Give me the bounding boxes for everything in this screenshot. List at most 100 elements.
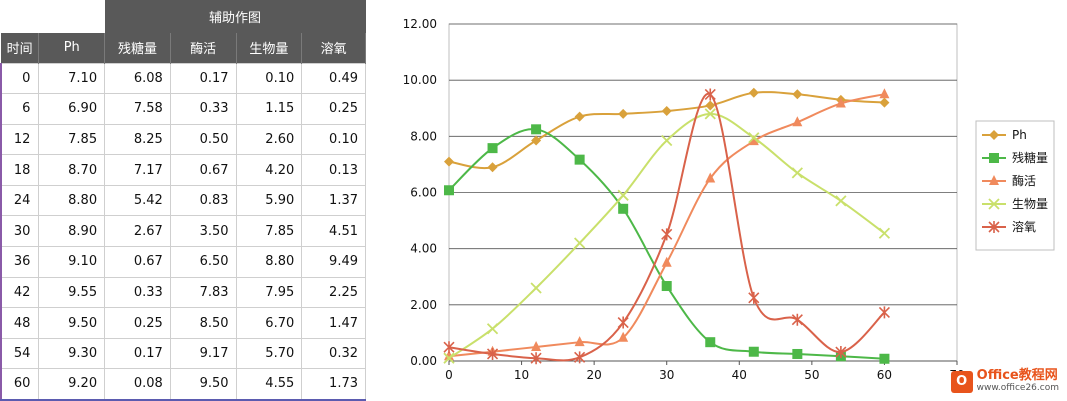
table-cell: 0.67: [104, 246, 171, 278]
data-point: [574, 154, 585, 165]
data-point: [704, 108, 716, 120]
table-row: 60 9.20 0.08 9.50 4.55 1.73: [0, 368, 366, 401]
table-cell: 42: [0, 276, 40, 309]
table-cell: 30: [0, 215, 40, 248]
x-tick-label: 10: [514, 368, 529, 382]
x-tick-label: 60: [877, 368, 892, 382]
data-point: [486, 347, 499, 360]
data-point: [705, 100, 716, 111]
series-line: [448, 128, 885, 360]
data-point: [748, 87, 759, 98]
table-row: 42 9.55 0.33 7.83 7.95 2.25: [0, 276, 366, 309]
table-cell: 0.08: [104, 368, 171, 401]
data-point: [661, 134, 673, 147]
table-row: 48 9.50 0.25 8.50 6.70 1.47: [0, 307, 366, 339]
data-point: [835, 97, 846, 108]
column-header: 残糖量: [104, 33, 171, 63]
table-cell: 7.85: [235, 215, 303, 248]
data-point: [486, 323, 499, 335]
table-cell: 5.90: [235, 184, 303, 217]
watermark: O Office教程网 www.office26.com: [950, 368, 1059, 394]
band-title: 辅助作图: [104, 0, 366, 33]
data-point: [618, 203, 629, 214]
data-point: [835, 346, 847, 359]
legend-marker: [989, 153, 999, 163]
table-cell: 9.49: [301, 246, 366, 278]
table-cell: 8.90: [38, 215, 106, 248]
data-point: [444, 185, 454, 196]
column-header: 溶氧: [301, 33, 366, 63]
data-point: [661, 256, 672, 267]
table-row: 18 8.70 7.17 0.67 4.20 0.13: [0, 154, 366, 186]
table-cell: 7.17: [104, 154, 171, 186]
data-point: [487, 143, 498, 154]
data-point: [879, 88, 890, 99]
data-point: [443, 352, 455, 364]
column-header-row: 时间 Ph 残糖量 酶活 生物量 溶氧: [1, 33, 366, 63]
table-cell: 5.70: [235, 337, 303, 370]
table-cell: 5.42: [104, 184, 171, 217]
table-cell: 48: [0, 307, 40, 339]
table-cell: 8.70: [38, 154, 106, 186]
table-cell: 9.10: [38, 246, 106, 278]
table-cell: 0.25: [301, 93, 366, 125]
x-tick-label: 40: [732, 368, 747, 382]
table-cell: 2.25: [301, 276, 366, 309]
table-cell: 9.50: [169, 368, 237, 401]
table-cell: 4.20: [235, 154, 303, 186]
data-point: [705, 337, 716, 348]
table-cell: 0.13: [301, 154, 366, 186]
column-header: Ph: [38, 33, 106, 63]
data-point: [791, 313, 803, 326]
data-point: [748, 346, 759, 357]
data-point: [661, 281, 672, 292]
data-point: [617, 316, 629, 329]
table-cell: 6.50: [169, 246, 237, 278]
column-header: 酶活: [170, 33, 237, 63]
table-cell: 0.33: [104, 276, 171, 309]
column-header: 生物量: [236, 33, 303, 63]
table-cell: 2.67: [104, 215, 171, 248]
x-tick-label: 50: [804, 368, 819, 382]
data-point: [443, 341, 455, 354]
table-cell: 8.50: [169, 307, 237, 339]
table-cell: 0.33: [169, 93, 237, 125]
data-point: [530, 352, 542, 365]
table-row: 24 8.80 5.42 0.83 5.90 1.37: [0, 184, 366, 217]
data-point: [705, 172, 716, 183]
y-tick-label: 12.00: [403, 17, 437, 31]
table-cell: 0.83: [169, 184, 237, 217]
data-point: [791, 167, 803, 179]
table-cell: 7.58: [104, 93, 171, 125]
data-point: [878, 227, 891, 239]
data-point: [748, 132, 760, 144]
data-point: [444, 156, 454, 167]
x-tick-label: 20: [587, 368, 602, 382]
data-point: [792, 348, 803, 359]
legend-label: 生物量: [1012, 197, 1048, 211]
table-cell: 6: [0, 93, 40, 125]
data-point: [792, 89, 803, 100]
table-cell: 8.80: [235, 246, 303, 278]
table-cell: 1.37: [301, 184, 366, 217]
data-point: [704, 88, 716, 101]
data-point: [574, 351, 586, 364]
watermark-title: Office教程网: [976, 368, 1058, 383]
table-cell: 9.50: [38, 307, 106, 339]
table-cell: 0.32: [301, 337, 366, 370]
y-tick-label: 8.00: [410, 129, 437, 143]
table-cell: 6.08: [104, 62, 171, 95]
data-point: [617, 189, 629, 201]
table-cell: 7.85: [38, 123, 106, 156]
legend-marker: [988, 198, 1000, 210]
table-body: 0 7.10 6.08 0.17 0.10 0.49 6 6.90 7.58 0.33 1.15 0.…: [0, 62, 366, 401]
series-line: [448, 91, 885, 170]
table-cell: 0.49: [301, 62, 366, 95]
table-cell: 0.67: [169, 154, 237, 186]
data-point: [748, 135, 759, 146]
x-tick-label: 0: [445, 368, 453, 382]
table-cell: 8.25: [104, 123, 171, 156]
table-cell: 6.90: [38, 93, 106, 125]
table-cell: 7.83: [169, 276, 237, 309]
table-row: 0 7.10 6.08 0.17 0.10 0.49: [0, 62, 366, 95]
